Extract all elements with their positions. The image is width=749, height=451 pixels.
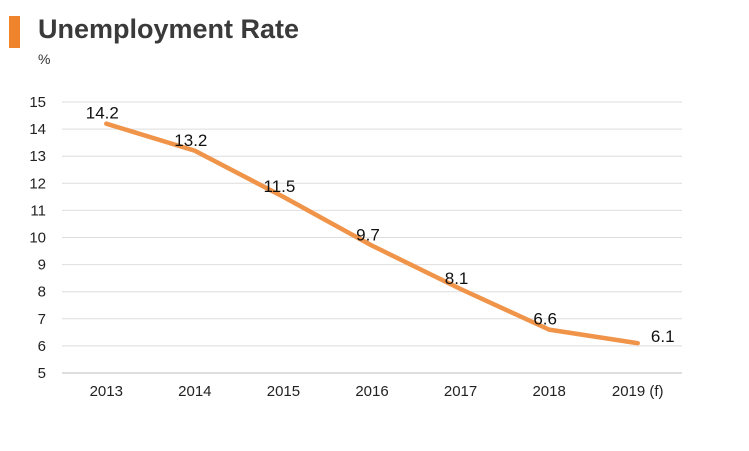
x-tick-label: 2018 — [532, 383, 565, 400]
data-labels: 14.2 13.2 11.5 9.7 8.1 6.6 6.1 — [86, 104, 675, 347]
y-tick-label: 9 — [38, 257, 46, 274]
gridlines — [62, 101, 682, 374]
x-tick-label: 2019 (f) — [612, 383, 664, 400]
x-tick-label: 2013 — [90, 383, 123, 400]
x-tick-label: 2016 — [355, 383, 388, 400]
x-tick-label: 2015 — [267, 383, 300, 400]
data-label: 14.2 — [86, 104, 119, 123]
y-tick-label: 6 — [38, 338, 46, 355]
y-tick-label: 15 — [29, 94, 46, 111]
y-tick-label: 5 — [38, 365, 46, 382]
y-tick-label: 13 — [29, 148, 46, 165]
data-label: 8.1 — [445, 269, 469, 288]
y-tick-label: 7 — [38, 311, 46, 328]
chart-title: Unemployment Rate — [38, 14, 300, 44]
data-label: 9.7 — [356, 226, 380, 245]
data-label: 6.6 — [533, 310, 557, 329]
x-axis: 2013 2014 2015 2016 2017 2018 2019 (f) — [90, 383, 664, 400]
y-axis: 5 6 7 8 9 10 11 12 13 14 15 — [29, 94, 46, 382]
y-unit-label: % — [38, 51, 51, 67]
x-tick-label: 2017 — [444, 383, 477, 400]
title-accent-bar — [9, 16, 20, 48]
series-line — [104, 121, 640, 346]
series-line-group — [104, 121, 640, 346]
x-tick-label: 2014 — [178, 383, 211, 400]
y-tick-label: 10 — [29, 230, 46, 247]
data-label: 11.5 — [264, 177, 296, 196]
y-tick-label: 11 — [30, 202, 46, 219]
y-tick-label: 14 — [29, 121, 46, 138]
data-label: 13.2 — [174, 131, 207, 150]
y-tick-label: 12 — [29, 175, 46, 192]
data-label: 6.1 — [651, 327, 675, 346]
y-tick-label: 8 — [38, 284, 46, 301]
